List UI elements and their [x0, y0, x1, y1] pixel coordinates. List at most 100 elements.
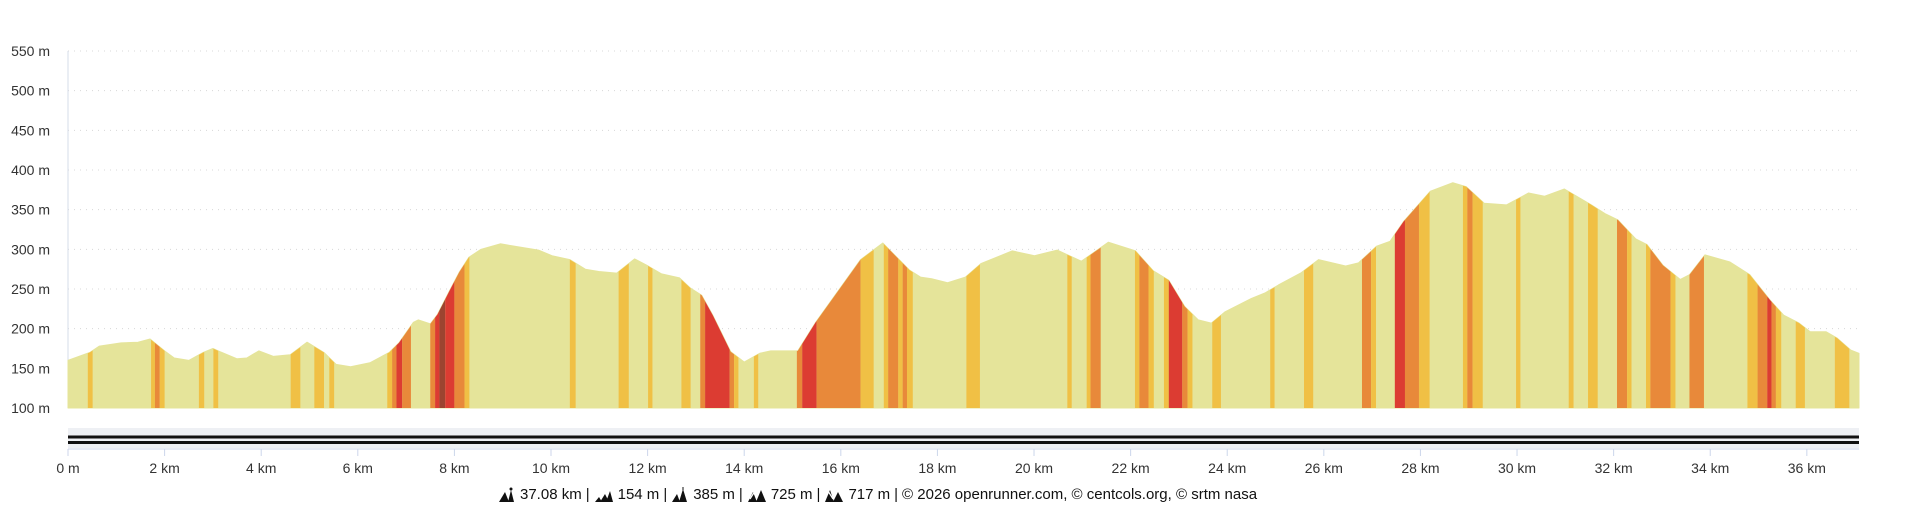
distance-value: 37.08 km	[520, 486, 582, 503]
slope-band-yellow	[618, 182, 629, 408]
slope-band-yellow	[314, 182, 324, 408]
max-altitude-value: 385 m	[693, 486, 735, 503]
slope-band-red	[445, 182, 455, 408]
slope-band-orange	[700, 182, 706, 408]
slope-band-orange	[430, 182, 436, 408]
slope-band-yellow	[464, 182, 470, 408]
slope-band-orange	[729, 182, 735, 408]
slope-band-yellow	[1775, 182, 1782, 408]
slope-band-orange	[816, 182, 861, 408]
separator: |	[816, 486, 821, 503]
ascent-icon	[747, 489, 766, 502]
slope-band-orange	[1182, 182, 1188, 408]
x-tick-label: 26 km	[1305, 460, 1343, 476]
slope-band-red	[435, 182, 440, 408]
slope-band-orange	[1650, 182, 1671, 408]
slope-band-yellow	[1212, 182, 1221, 408]
x-tick-label: 2 km	[149, 460, 179, 476]
slope-band-yellow	[966, 182, 980, 408]
slope-band-orange	[1617, 182, 1628, 408]
slope-band-orange	[154, 182, 160, 408]
slope-band-orange	[1361, 182, 1372, 408]
slope-band-yellow	[87, 182, 93, 408]
y-tick-label: 500 m	[11, 83, 50, 99]
slope-band-yellow	[329, 182, 335, 408]
elevation-chart: 100 m 150 m 200 m 250 m 300 m 350 m 400 m 450 m…	[11, 43, 1860, 476]
min-altitude-value: 154 m	[617, 486, 660, 503]
y-tick-label: 350 m	[11, 202, 50, 218]
slope-band-yellow	[1627, 182, 1632, 408]
x-tick-label: 22 km	[1112, 460, 1150, 476]
slope-band-yellow	[1462, 182, 1468, 408]
y-tick-label: 150 m	[11, 360, 50, 376]
route-summary: 37.08 km | 154 m | 385 m | 725 m | 717 m…	[498, 486, 1257, 503]
slope-band-yellow	[860, 182, 874, 408]
slope-band-yellow	[1067, 182, 1072, 408]
slope-band-yellow	[1270, 182, 1275, 408]
slope-band-yellow	[681, 182, 691, 408]
slope-band-orange	[454, 182, 465, 408]
separator: |	[663, 486, 668, 503]
distance-icon	[499, 487, 514, 502]
x-tick-label: 16 km	[822, 460, 860, 476]
slope-band-red	[1767, 182, 1772, 408]
slope-band-orange	[902, 182, 907, 408]
y-axis: 100 m 150 m 200 m 250 m 300 m 350 m 400 m 450 m…	[11, 43, 50, 416]
x-tick-label: 8 km	[439, 460, 469, 476]
slope-band-yellow	[1304, 182, 1314, 408]
x-axis: 0 m 2 km 4 km 6 km 8 km 10 km 12 km 14 km 16 km 1…	[56, 449, 1826, 476]
x-tick-label: 10 km	[532, 460, 570, 476]
max-altitude-icon	[672, 486, 688, 502]
slope-band-yellow	[159, 182, 165, 408]
slope-band-orange	[392, 182, 397, 408]
x-tick-label: 28 km	[1401, 460, 1439, 476]
y-tick-label: 250 m	[11, 281, 50, 297]
x-tick-label: 0 m	[56, 460, 79, 476]
slope-band-yellow	[151, 182, 155, 408]
slope-band-yellow	[883, 182, 889, 408]
slope-band-yellow	[1148, 182, 1154, 408]
x-tick-label: 32 km	[1595, 460, 1633, 476]
slope-band-yellow	[1134, 182, 1140, 408]
x-tick-label: 24 km	[1208, 460, 1246, 476]
x-tick-label: 18 km	[918, 460, 956, 476]
navigator[interactable]	[68, 428, 1859, 448]
slope-band-yellow	[648, 182, 653, 408]
slope-band-yellow	[290, 182, 301, 408]
slope-band-orange	[796, 182, 803, 408]
slope-band-yellow	[1795, 182, 1805, 408]
x-tick-label: 34 km	[1691, 460, 1729, 476]
min-altitude-icon	[594, 490, 613, 502]
slope-band-yellow	[1645, 182, 1651, 408]
x-tick-label: 12 km	[629, 460, 667, 476]
slope-band-yellow	[1588, 182, 1598, 408]
slope-band-yellow	[387, 182, 393, 408]
slope-band-red	[1394, 182, 1405, 408]
slope-band-yellow	[213, 182, 219, 408]
slope-band-yellow	[1418, 182, 1430, 408]
descent-icon	[825, 489, 844, 502]
slope-band-red	[396, 182, 403, 408]
y-tick-label: 300 m	[11, 241, 50, 257]
slope-band-orange	[1090, 182, 1101, 408]
x-tick-label: 36 km	[1788, 460, 1826, 476]
ascent-value: 725 m	[770, 486, 813, 503]
x-tick-label: 6 km	[343, 460, 373, 476]
slope-band-red	[802, 182, 817, 408]
slope-band-orange	[1757, 182, 1768, 408]
separator: |	[585, 486, 590, 503]
slope-band-yellow	[569, 182, 576, 408]
separator: |	[738, 486, 743, 503]
descent-value: 717 m	[848, 486, 891, 503]
y-tick-label: 400 m	[11, 162, 50, 178]
slope-band-orange	[1467, 182, 1473, 408]
separator: |	[894, 486, 899, 503]
slope-band-orange	[1404, 182, 1419, 408]
slope-band-orange	[888, 182, 899, 408]
slope-band-red	[1168, 182, 1183, 408]
slope-band-orange	[402, 182, 411, 408]
slope-band-yellow	[1086, 182, 1091, 408]
slope-band-dark	[439, 182, 446, 408]
slope-band-yellow	[1516, 182, 1521, 408]
slope-band-orange	[1771, 182, 1776, 408]
